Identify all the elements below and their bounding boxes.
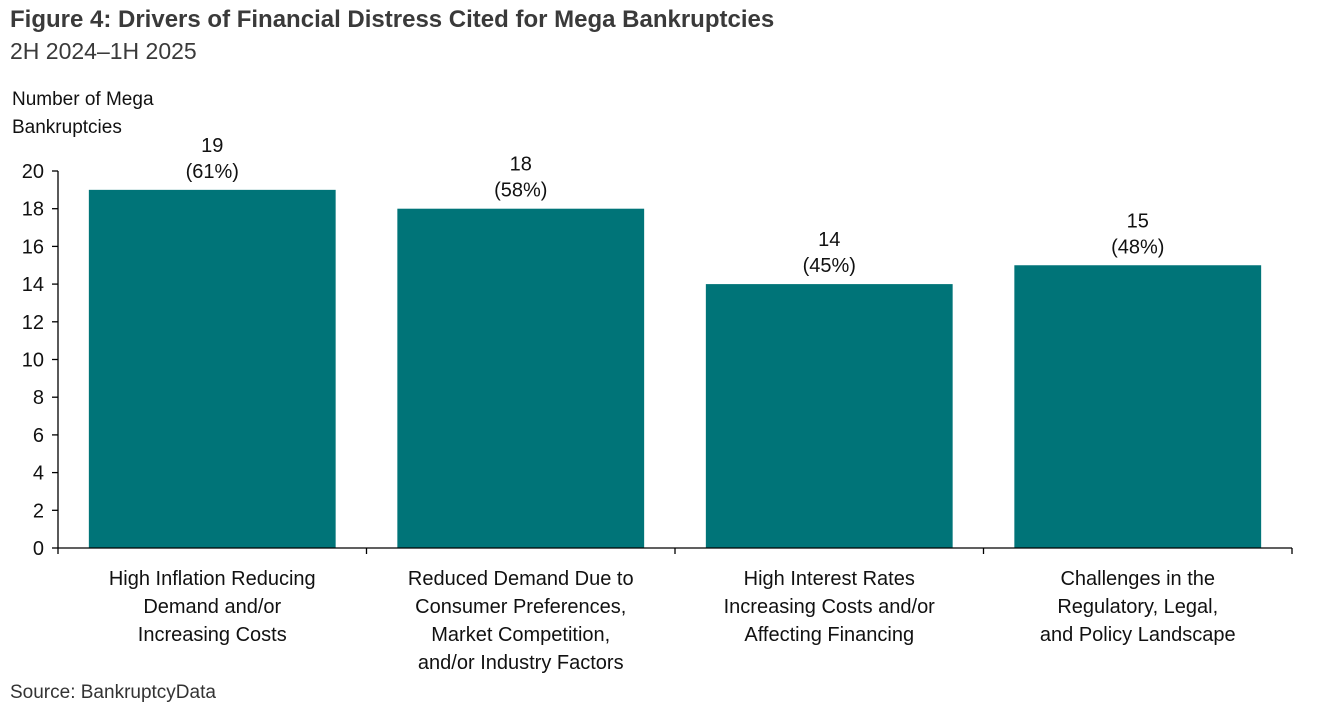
x-category-label: Increasing Costs and/or	[724, 596, 936, 618]
x-category-label: High Inflation Reducing	[109, 568, 316, 590]
bar	[705, 284, 953, 548]
y-axis-label-line: Bankruptcies	[12, 117, 122, 138]
y-tick-label: 14	[22, 274, 44, 296]
y-tick-label: 4	[33, 463, 44, 485]
x-category-label: High Interest Rates	[744, 568, 915, 590]
x-category-label: Affecting Financing	[744, 624, 914, 646]
x-category-label: Challenges in the	[1060, 568, 1215, 590]
chart-subtitle: 2H 2024–1H 2025	[10, 38, 197, 64]
bar	[88, 189, 336, 548]
y-axis-label-line: Number of Mega	[12, 89, 154, 110]
data-label-value: 19	[201, 135, 223, 157]
y-tick-label: 2	[33, 500, 44, 522]
data-label-percent: (58%)	[494, 180, 547, 202]
y-tick-label: 6	[33, 425, 44, 447]
data-label-percent: (45%)	[803, 255, 856, 277]
x-category-label: Reduced Demand Due to	[408, 568, 634, 590]
data-label-value: 15	[1127, 210, 1149, 232]
data-label-value: 14	[818, 229, 840, 251]
y-tick-label: 12	[22, 312, 44, 334]
data-label-percent: (61%)	[186, 161, 239, 183]
bar	[397, 208, 645, 548]
x-category-label: Increasing Costs	[138, 624, 287, 646]
chart-title: Figure 4: Drivers of Financial Distress …	[10, 6, 775, 33]
data-label-percent: (48%)	[1111, 236, 1164, 258]
y-axis-label: Number of Mega Bankruptcies	[12, 86, 212, 142]
x-category-label: and Policy Landscape	[1040, 624, 1236, 646]
y-tick-label: 20	[22, 161, 44, 183]
bar	[1014, 265, 1262, 548]
y-tick-label: 18	[22, 199, 44, 221]
x-category-label: Demand and/or	[143, 596, 281, 618]
x-category-label: Consumer Preferences,	[415, 596, 626, 618]
x-category-label: Regulatory, Legal,	[1057, 596, 1218, 618]
source-note: Source: BankruptcyData	[10, 682, 216, 703]
x-category-label: Market Competition,	[431, 624, 610, 646]
y-tick-label: 10	[22, 350, 44, 372]
y-tick-label: 8	[33, 387, 44, 409]
x-category-label: and/or Industry Factors	[418, 652, 624, 674]
y-tick-label: 16	[22, 236, 44, 258]
y-tick-label: 0	[33, 538, 44, 560]
data-label-value: 18	[510, 154, 532, 176]
